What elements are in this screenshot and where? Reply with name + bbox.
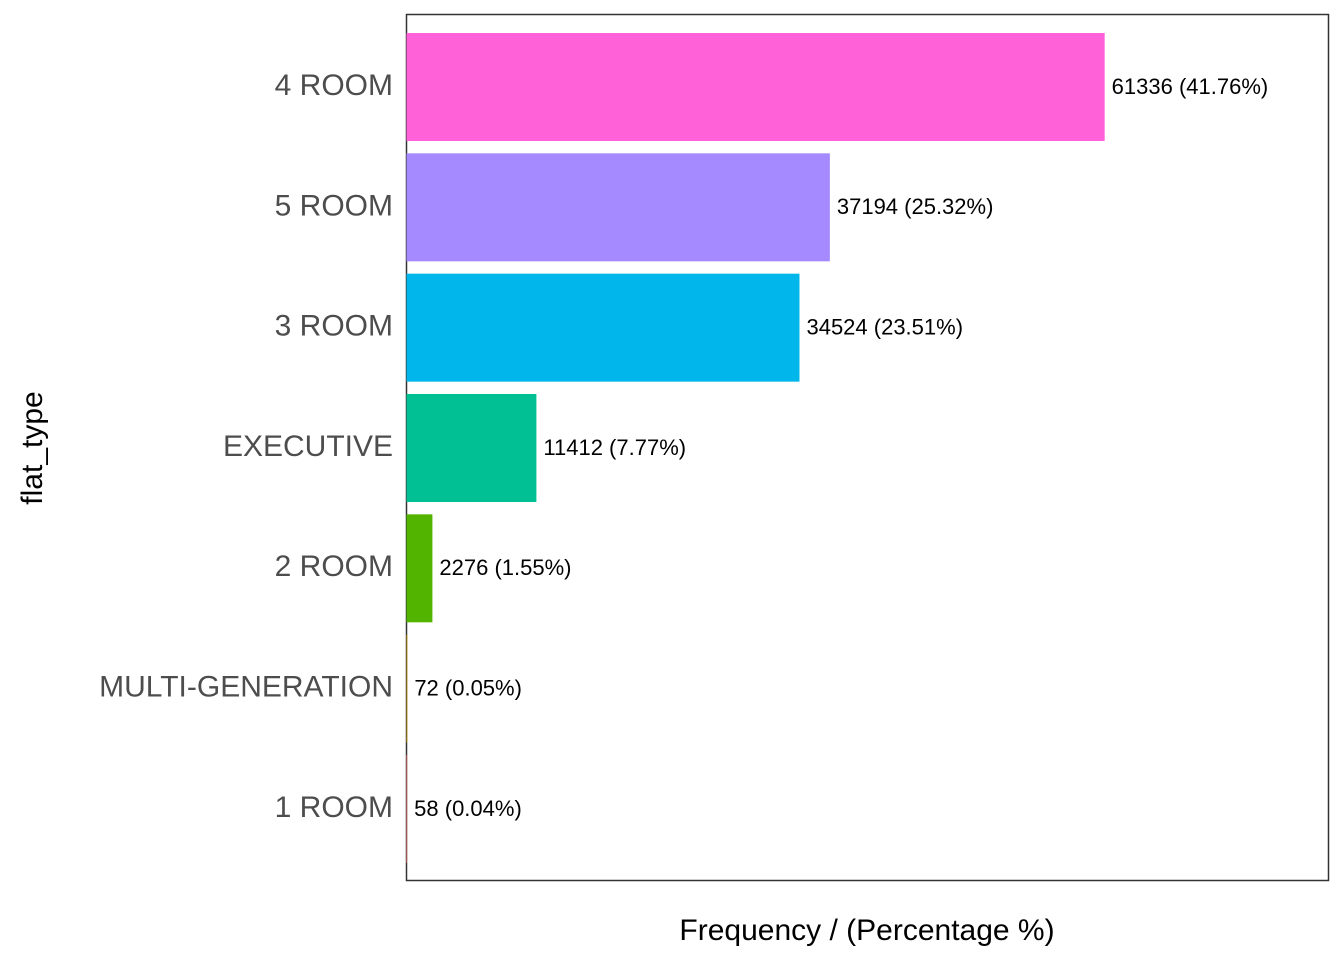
y-tick-label-1-room: 1 ROOM	[275, 791, 393, 824]
bar-multi-generation	[406, 634, 408, 743]
data-label-executive: 11412 (7.77%)	[543, 435, 686, 460]
data-label-1-room: 58 (0.04%)	[414, 796, 522, 821]
bar-3-room	[406, 273, 800, 382]
y-tick-label-5-room: 5 ROOM	[275, 189, 393, 222]
bars-group	[406, 33, 1105, 863]
bar-1-room	[406, 754, 408, 863]
bar-4-room	[406, 33, 1105, 141]
y-tick-labels: 4 ROOM 5 ROOM 3 ROOM EXECUTIVE 2 ROOM MULTI-G…	[99, 69, 393, 824]
bar-2-room	[406, 514, 433, 623]
bar-executive	[406, 393, 537, 502]
y-tick-label-3-room: 3 ROOM	[275, 310, 393, 343]
y-axis-title: flat_type	[16, 391, 49, 504]
y-tick-label-4-room: 4 ROOM	[275, 69, 393, 102]
bar-5-room	[406, 153, 830, 262]
data-label-2-room: 2276 (1.55%)	[439, 555, 571, 580]
data-labels: 61336 (41.76%) 37194 (25.32%) 34524 (23.51…	[414, 74, 1268, 821]
y-tick-label-executive: EXECUTIVE	[223, 430, 393, 463]
y-tick-label-2-room: 2 ROOM	[275, 550, 393, 583]
data-label-3-room: 34524 (23.51%)	[806, 314, 963, 339]
data-label-4-room: 61336 (41.76%)	[1112, 74, 1269, 99]
x-axis-title: Frequency / (Percentage %)	[679, 914, 1054, 947]
data-label-5-room: 37194 (25.32%)	[837, 194, 994, 219]
y-tick-label-multi-generation: MULTI-GENERATION	[99, 671, 393, 704]
data-label-multi-generation: 72 (0.05%)	[414, 675, 522, 700]
